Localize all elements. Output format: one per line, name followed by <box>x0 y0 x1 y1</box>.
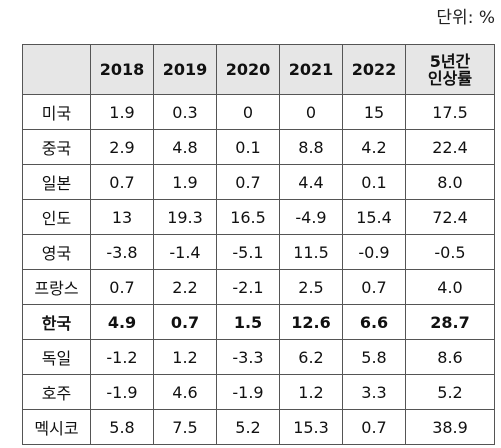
value-cell: 13 <box>90 199 154 235</box>
value-cell: 0.7 <box>342 409 406 445</box>
value-cell: 4.4 <box>279 164 343 200</box>
value-cell: -1.9 <box>216 374 280 410</box>
header-year-2020: 2020 <box>216 44 280 95</box>
country-cell: 멕시코 <box>22 409 91 445</box>
five-year-rate-cell: 38.9 <box>405 409 495 445</box>
value-cell: 1.2 <box>279 374 343 410</box>
value-cell: 8.8 <box>279 129 343 165</box>
country-cell: 인도 <box>22 199 91 235</box>
value-cell: 15.4 <box>342 199 406 235</box>
value-cell: 1.9 <box>153 164 217 200</box>
value-cell: 0.7 <box>342 269 406 305</box>
value-cell: 5.2 <box>216 409 280 445</box>
value-cell: 0 <box>279 94 343 130</box>
five-year-rate-cell: 8.6 <box>405 339 495 375</box>
value-cell: 15.3 <box>279 409 343 445</box>
country-cell: 일본 <box>22 164 91 200</box>
value-cell: 4.9 <box>90 304 154 340</box>
value-cell: 7.5 <box>153 409 217 445</box>
header-year-2019: 2019 <box>153 44 217 95</box>
value-cell: 2.5 <box>279 269 343 305</box>
country-cell: 호주 <box>22 374 91 410</box>
value-cell: -1.9 <box>90 374 154 410</box>
five-year-rate-cell: 4.0 <box>405 269 495 305</box>
value-cell: 1.5 <box>216 304 280 340</box>
value-cell: 0.7 <box>216 164 280 200</box>
table-row: 멕시코 5.8 7.5 5.2 15.3 0.7 38.9 <box>22 409 495 445</box>
value-cell: -1.2 <box>90 339 154 375</box>
table-row: 한국 4.9 0.7 1.5 12.6 6.6 28.7 <box>22 304 495 340</box>
country-cell: 독일 <box>22 339 91 375</box>
table-body: 미국 1.9 0.3 0 0 15 17.5 중국 2.9 4.8 0.1 8.8 4.2 22.4 일본 0… <box>22 94 495 445</box>
table-row: 인도 13 19.3 16.5 -4.9 15.4 72.4 <box>22 199 495 235</box>
value-cell: 16.5 <box>216 199 280 235</box>
value-cell: 0.7 <box>90 164 154 200</box>
five-year-rate-cell: 17.5 <box>405 94 495 130</box>
header-year-2021: 2021 <box>279 44 343 95</box>
header-year-2018: 2018 <box>90 44 154 95</box>
wage-increase-table: 2018 2019 2020 2021 2022 5년간 인상률 미국 1.9 0.3… <box>22 44 495 445</box>
table-row: 호주 -1.9 4.6 -1.9 1.2 3.3 5.2 <box>22 374 495 410</box>
table-row: 미국 1.9 0.3 0 0 15 17.5 <box>22 94 495 130</box>
country-cell: 한국 <box>22 304 91 340</box>
country-cell: 영국 <box>22 234 91 270</box>
value-cell: 0.7 <box>153 304 217 340</box>
five-year-rate-cell: 28.7 <box>405 304 495 340</box>
five-year-rate-cell: 72.4 <box>405 199 495 235</box>
header-corner-cell <box>22 44 91 95</box>
header-five-year-rate: 5년간 인상률 <box>405 44 495 95</box>
value-cell: 19.3 <box>153 199 217 235</box>
value-cell: -2.1 <box>216 269 280 305</box>
value-cell: -1.4 <box>153 234 217 270</box>
value-cell: -5.1 <box>216 234 280 270</box>
five-year-rate-cell: 8.0 <box>405 164 495 200</box>
unit-label: 단위: % <box>436 8 495 28</box>
value-cell: 0.7 <box>90 269 154 305</box>
value-cell: -0.9 <box>342 234 406 270</box>
value-cell: 3.3 <box>342 374 406 410</box>
header-rate-line2: 인상률 <box>427 68 473 88</box>
value-cell: 0.1 <box>216 129 280 165</box>
value-cell: -4.9 <box>279 199 343 235</box>
value-cell: 4.6 <box>153 374 217 410</box>
header-rate-line1: 5년간 <box>429 51 471 71</box>
value-cell: 15 <box>342 94 406 130</box>
table-row: 독일 -1.2 1.2 -3.3 6.2 5.8 8.6 <box>22 339 495 375</box>
table-row: 일본 0.7 1.9 0.7 4.4 0.1 8.0 <box>22 164 495 200</box>
value-cell: 6.6 <box>342 304 406 340</box>
value-cell: 0 <box>216 94 280 130</box>
value-cell: -3.3 <box>216 339 280 375</box>
value-cell: 0.3 <box>153 94 217 130</box>
header-year-2022: 2022 <box>342 44 406 95</box>
five-year-rate-cell: 5.2 <box>405 374 495 410</box>
five-year-rate-cell: 22.4 <box>405 129 495 165</box>
five-year-rate-cell: -0.5 <box>405 234 495 270</box>
value-cell: 1.9 <box>90 94 154 130</box>
value-cell: 5.8 <box>342 339 406 375</box>
value-cell: 4.2 <box>342 129 406 165</box>
country-cell: 프랑스 <box>22 269 91 305</box>
table-row: 프랑스 0.7 2.2 -2.1 2.5 0.7 4.0 <box>22 269 495 305</box>
value-cell: 1.2 <box>153 339 217 375</box>
value-cell: 2.2 <box>153 269 217 305</box>
header-row: 2018 2019 2020 2021 2022 5년간 인상률 <box>22 44 495 95</box>
country-cell: 미국 <box>22 94 91 130</box>
value-cell: 4.8 <box>153 129 217 165</box>
value-cell: 2.9 <box>90 129 154 165</box>
table-row: 영국 -3.8 -1.4 -5.1 11.5 -0.9 -0.5 <box>22 234 495 270</box>
value-cell: -3.8 <box>90 234 154 270</box>
table-row: 중국 2.9 4.8 0.1 8.8 4.2 22.4 <box>22 129 495 165</box>
value-cell: 12.6 <box>279 304 343 340</box>
country-cell: 중국 <box>22 129 91 165</box>
value-cell: 6.2 <box>279 339 343 375</box>
value-cell: 0.1 <box>342 164 406 200</box>
value-cell: 11.5 <box>279 234 343 270</box>
value-cell: 5.8 <box>90 409 154 445</box>
